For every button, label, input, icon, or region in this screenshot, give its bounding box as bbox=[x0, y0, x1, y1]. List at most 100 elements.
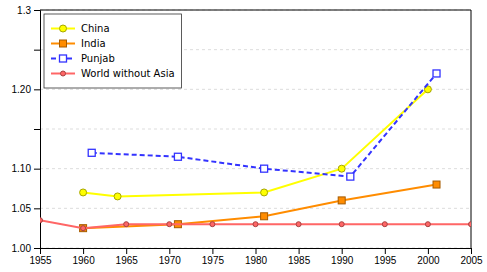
y-tick: 1.00 bbox=[12, 243, 40, 254]
x-tick: 1965 bbox=[116, 248, 139, 266]
series-line bbox=[40, 220, 471, 228]
point bbox=[425, 222, 430, 227]
y-tick: 1.3 bbox=[17, 5, 40, 16]
chart: 1955 1960 1965 1970 1975 1980 1985 1990 1995 2000… bbox=[0, 0, 487, 272]
x-axis-line bbox=[41, 249, 472, 255]
y-tick-label: 1.00 bbox=[12, 243, 32, 254]
frame bbox=[471, 10, 472, 248]
point bbox=[80, 225, 87, 232]
point-group bbox=[433, 181, 440, 188]
legend-marker-group bbox=[61, 71, 66, 76]
point-group bbox=[253, 222, 258, 227]
point-group bbox=[167, 222, 172, 227]
legend-label: China bbox=[81, 23, 110, 34]
point bbox=[261, 213, 268, 220]
x-tick-label: 1975 bbox=[202, 255, 225, 266]
point-group bbox=[296, 222, 301, 227]
x-tick: 1955 bbox=[29, 248, 52, 266]
x-tick-mark bbox=[256, 248, 257, 254]
point-group bbox=[382, 222, 387, 227]
point bbox=[174, 153, 181, 160]
legend-marker bbox=[60, 40, 67, 47]
y-tick-mark bbox=[34, 50, 40, 51]
point-group bbox=[261, 165, 268, 172]
point bbox=[261, 165, 268, 172]
grid bbox=[40, 10, 471, 248]
point-group bbox=[261, 213, 268, 220]
point-group bbox=[261, 189, 268, 196]
point bbox=[339, 222, 344, 227]
legend: ChinaIndiaPunjabWorld without Asia bbox=[44, 14, 182, 88]
x-tick-mark bbox=[385, 248, 386, 254]
series-line bbox=[83, 185, 436, 229]
point-group bbox=[339, 222, 344, 227]
series-line bbox=[92, 73, 437, 176]
x-tick: 1985 bbox=[288, 248, 311, 266]
point bbox=[296, 222, 301, 227]
x-tick: 1975 bbox=[202, 248, 225, 266]
x-axis: 1955 1960 1965 1970 1975 1980 1985 1990 1995 2000… bbox=[29, 248, 483, 266]
point-group bbox=[338, 197, 345, 204]
frame bbox=[40, 10, 471, 11]
x-tick-label: 1985 bbox=[288, 255, 311, 266]
point-group bbox=[114, 193, 121, 200]
point-group bbox=[433, 70, 440, 77]
x-tick: 1990 bbox=[331, 248, 354, 266]
point bbox=[88, 149, 95, 156]
y-tick-mark bbox=[34, 208, 40, 209]
x-tick: 1995 bbox=[374, 248, 397, 266]
y-tick-mark bbox=[34, 10, 40, 11]
x-tick-mark bbox=[169, 248, 170, 254]
y-tick: 1.20 bbox=[12, 84, 40, 95]
point bbox=[469, 222, 472, 227]
point-group bbox=[124, 222, 129, 227]
point bbox=[124, 222, 129, 227]
legend-item: World without Asia bbox=[51, 68, 175, 79]
legend-marker bbox=[61, 71, 66, 76]
y-axis: 1.001.051.101.201.3 bbox=[12, 5, 41, 254]
point-group bbox=[88, 149, 95, 156]
point bbox=[114, 193, 121, 200]
x-tick-label: 2000 bbox=[417, 255, 440, 266]
legend-marker bbox=[60, 55, 67, 62]
legend-item: Punjab bbox=[51, 53, 115, 64]
legend-marker-group bbox=[60, 55, 67, 62]
x-tick: 1970 bbox=[159, 248, 182, 266]
point bbox=[167, 222, 172, 227]
x-tick-mark bbox=[428, 248, 429, 254]
y-tick bbox=[34, 129, 40, 130]
x-tick: 1980 bbox=[245, 248, 268, 266]
x-tick-label: 1995 bbox=[374, 255, 397, 266]
y-tick-mark bbox=[34, 169, 40, 170]
x-tick-mark bbox=[83, 248, 84, 254]
x-tick-mark bbox=[342, 248, 343, 254]
point bbox=[433, 70, 440, 77]
point-group bbox=[80, 225, 87, 232]
y-tick-mark bbox=[34, 89, 40, 90]
point-group bbox=[40, 218, 43, 223]
series-line bbox=[83, 89, 428, 196]
point-group bbox=[174, 153, 181, 160]
y-tick-mark bbox=[34, 129, 40, 130]
plot: 1955 1960 1965 1970 1975 1980 1985 1990 1995 2000… bbox=[12, 5, 484, 266]
y-axis-line bbox=[34, 11, 41, 249]
x-tick-label: 1980 bbox=[245, 255, 268, 266]
x-tick-label: 1960 bbox=[72, 255, 95, 266]
legend-marker bbox=[60, 25, 67, 32]
point-group bbox=[469, 222, 472, 227]
point-group bbox=[338, 165, 345, 172]
legend-marker-group bbox=[60, 40, 67, 47]
point bbox=[382, 222, 387, 227]
point bbox=[338, 197, 345, 204]
x-tick-mark bbox=[212, 248, 213, 254]
point bbox=[81, 226, 86, 231]
point bbox=[347, 173, 354, 180]
point-group bbox=[81, 226, 86, 231]
legend-item: China bbox=[51, 23, 110, 34]
point bbox=[253, 222, 258, 227]
point bbox=[80, 189, 87, 196]
x-tick-mark bbox=[299, 248, 300, 254]
legend-marker-group bbox=[60, 25, 67, 32]
x-tick-label: 2005 bbox=[460, 255, 483, 266]
point-group bbox=[425, 222, 430, 227]
